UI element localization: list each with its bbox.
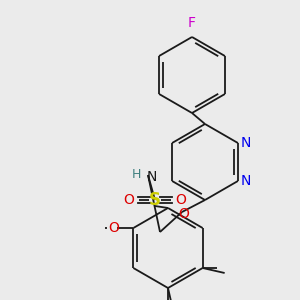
Text: S: S (149, 191, 161, 209)
Text: N: N (241, 174, 251, 188)
Text: O: O (176, 193, 186, 207)
Text: O: O (124, 193, 134, 207)
Text: N: N (241, 136, 251, 150)
Text: O: O (178, 207, 189, 221)
Text: N: N (147, 170, 157, 184)
Text: O: O (108, 221, 119, 235)
Text: H: H (131, 169, 141, 182)
Text: F: F (188, 16, 196, 30)
